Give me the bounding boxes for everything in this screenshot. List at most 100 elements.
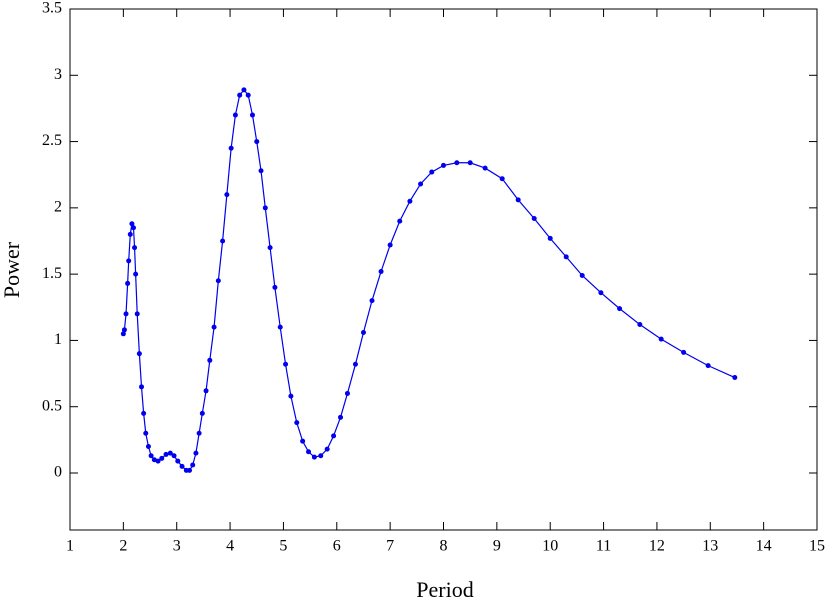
x-tick-label: 13 — [702, 538, 718, 555]
point — [159, 455, 165, 461]
y-tick-label: 0 — [54, 464, 62, 481]
point — [132, 245, 138, 251]
point — [136, 351, 142, 357]
y-tick-label: 0.5 — [42, 397, 62, 414]
point — [123, 311, 129, 317]
point — [300, 438, 306, 444]
y-tick-label: 2 — [54, 199, 62, 216]
point — [121, 327, 127, 333]
point — [179, 463, 185, 469]
point — [145, 443, 151, 449]
point — [143, 430, 149, 436]
point — [531, 215, 537, 221]
point — [324, 446, 330, 452]
point — [148, 453, 154, 459]
y-tick-label: 3.5 — [42, 0, 62, 17]
point — [163, 451, 169, 457]
point — [125, 280, 131, 286]
point — [369, 298, 375, 304]
point — [127, 231, 133, 237]
point — [344, 390, 350, 396]
point — [598, 290, 604, 296]
point — [318, 453, 324, 459]
x-tick-label: 4 — [226, 538, 234, 555]
point — [705, 363, 711, 369]
x-tick-label: 1 — [66, 538, 74, 555]
point — [267, 245, 273, 251]
x-tick-label: 7 — [386, 538, 394, 555]
point — [228, 145, 234, 151]
y-tick-label: 3 — [54, 66, 62, 83]
x-tick-label: 12 — [649, 538, 665, 555]
point — [262, 205, 268, 211]
point — [547, 235, 553, 241]
x-tick-label: 11 — [596, 538, 611, 555]
point — [418, 181, 424, 187]
point — [467, 160, 473, 166]
x-tick-label: 3 — [173, 538, 181, 555]
point — [360, 329, 366, 335]
x-tick-label: 8 — [440, 538, 448, 555]
x-axis-label: Period — [416, 577, 473, 602]
point — [237, 92, 243, 98]
point — [311, 454, 317, 460]
point — [133, 271, 139, 277]
point — [482, 165, 488, 171]
point — [283, 361, 289, 367]
point — [563, 254, 569, 260]
point — [407, 198, 413, 204]
x-tick-label: 14 — [756, 538, 772, 555]
point — [224, 192, 230, 198]
point — [171, 453, 177, 459]
point — [199, 410, 205, 416]
point — [215, 278, 221, 284]
point — [617, 306, 623, 312]
point — [220, 238, 226, 244]
y-tick-label: 1 — [54, 331, 62, 348]
point — [378, 268, 384, 274]
point — [175, 458, 181, 464]
point — [196, 430, 202, 436]
point — [637, 322, 643, 328]
point — [187, 467, 193, 473]
point — [193, 450, 199, 456]
point — [499, 176, 505, 182]
point — [397, 218, 403, 224]
point — [515, 197, 521, 203]
point — [211, 324, 217, 330]
point — [232, 112, 238, 118]
point — [245, 92, 251, 98]
point — [579, 272, 585, 278]
y-tick-label: 2.5 — [42, 132, 62, 149]
point — [134, 311, 140, 317]
y-axis-label: Power — [0, 241, 24, 298]
point — [126, 258, 132, 264]
x-tick-label: 9 — [493, 538, 501, 555]
point — [331, 433, 337, 439]
point — [258, 168, 264, 174]
point — [352, 361, 358, 367]
x-tick-label: 5 — [279, 538, 287, 555]
point — [130, 225, 136, 231]
x-tick-label: 15 — [809, 538, 825, 555]
point — [207, 357, 213, 363]
line — [122, 88, 736, 471]
point — [387, 242, 393, 248]
point — [241, 87, 247, 93]
point — [294, 420, 300, 426]
point — [272, 284, 278, 290]
point — [120, 331, 126, 337]
point — [254, 139, 260, 145]
point — [429, 169, 435, 175]
plot-frame — [69, 8, 818, 531]
point — [167, 450, 173, 456]
point — [658, 336, 664, 342]
point — [249, 112, 255, 118]
point — [190, 462, 196, 468]
point — [277, 324, 283, 330]
point — [138, 384, 144, 390]
point — [338, 414, 344, 420]
point — [203, 388, 209, 394]
y-tick-label: 1.5 — [42, 265, 62, 282]
